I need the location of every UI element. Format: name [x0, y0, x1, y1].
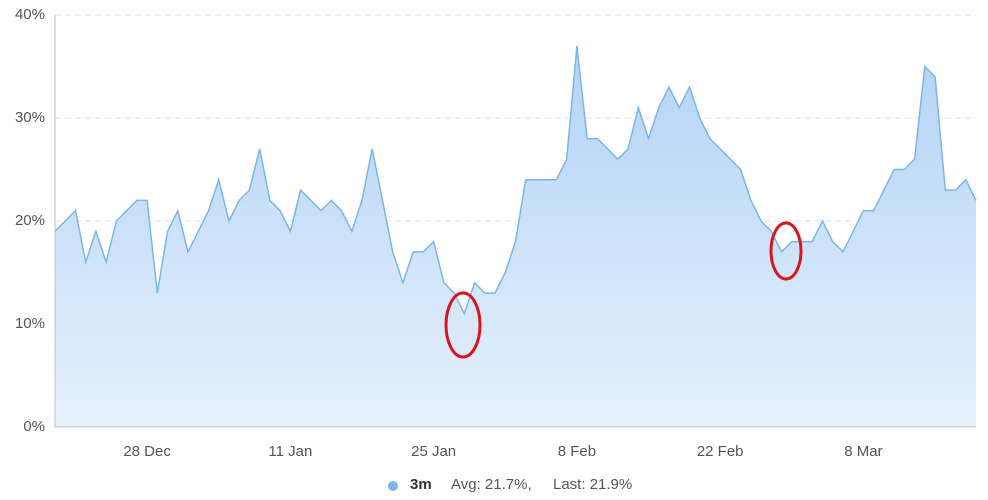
x-tick-label: 25 Jan	[411, 443, 456, 460]
x-tick-label: 8 Mar	[844, 443, 882, 460]
area-fill	[55, 45, 976, 428]
legend-avg: Avg: 21.7%,	[451, 476, 532, 493]
highlight-ellipse	[444, 291, 482, 359]
area-line	[54, 45, 977, 316]
legend-symbol[interactable]	[388, 481, 398, 491]
x-tick-label: 8 Feb	[558, 443, 596, 460]
legend-last: Last: 21.9%	[553, 476, 632, 493]
y-tick-label: 40%	[15, 6, 45, 23]
x-tick-label: 28 Dec	[123, 443, 171, 460]
y-tick-label: 10%	[15, 315, 45, 332]
x-tick-label: 11 Jan	[268, 443, 312, 460]
highlight-ellipse	[769, 221, 803, 281]
y-tick-label: 30%	[15, 109, 45, 126]
y-tick-label: 20%	[15, 212, 45, 229]
legend-label[interactable]: 3m	[410, 476, 432, 493]
plot: 0% 10% 20% 30% 40% 28 Dec 11 Jan 25 Jan 8 Feb 22 …	[15, 6, 977, 460]
x-tick-label: 22 Feb	[697, 443, 744, 460]
y-tick-label: 0%	[23, 418, 45, 435]
